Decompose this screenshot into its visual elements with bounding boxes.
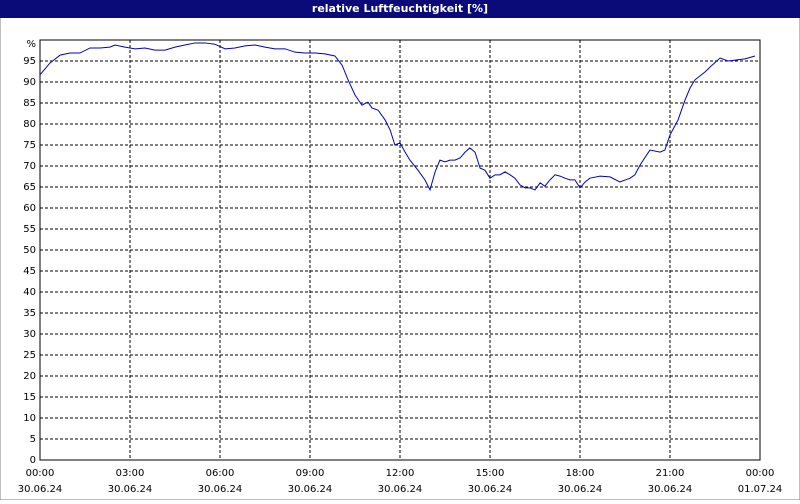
y-tick-label: 95 (23, 56, 36, 67)
plot-frame (39, 39, 761, 461)
y-tick-label: 50 (23, 245, 36, 256)
y-axis-label: % (26, 39, 36, 50)
chart-title: relative Luftfeuchtigkeit [%] (312, 2, 488, 15)
y-tick-label: 20 (23, 371, 36, 382)
x-tick-date: 30.06.24 (648, 484, 693, 495)
y-tick-label: 35 (23, 308, 36, 319)
x-tick-date: 30.06.24 (558, 484, 603, 495)
y-tick-label: 80 (23, 119, 36, 130)
x-tick-date: 01.07.24 (738, 484, 783, 495)
y-tick-label: 85 (23, 98, 36, 109)
x-tick-label: 00:00 (26, 468, 55, 479)
data-line (39, 42, 756, 192)
x-tick-date: 30.06.24 (108, 484, 153, 495)
y-tick-label: 90 (23, 77, 36, 88)
x-tick-label: 03:00 (116, 468, 145, 479)
y-tick-label: 40 (23, 287, 36, 298)
y-tick-label: 5 (30, 434, 36, 445)
x-tick-label: 12:00 (386, 468, 415, 479)
x-tick-date: 30.06.24 (468, 484, 513, 495)
x-tick-label: 21:00 (656, 468, 685, 479)
title-bar (0, 0, 800, 18)
x-tick-label: 09:00 (296, 468, 325, 479)
y-tick-label: 45 (23, 266, 36, 277)
y-tick-label: 60 (23, 203, 36, 214)
x-tick-label: 18:00 (566, 468, 595, 479)
y-tick-label: 70 (23, 161, 36, 172)
x-tick-label: 00:00 (746, 468, 775, 479)
y-tick-label: 65 (23, 182, 36, 193)
y-tick-label: 25 (23, 350, 36, 361)
x-tick-date: 30.06.24 (378, 484, 423, 495)
x-tick-date: 30.06.24 (18, 484, 63, 495)
x-tick-label: 15:00 (476, 468, 505, 479)
y-tick-label: 15 (23, 392, 36, 403)
y-tick-label: 75 (23, 140, 36, 151)
x-tick-date: 30.06.24 (288, 484, 333, 495)
y-tick-label: 0 (30, 455, 36, 466)
y-tick-label: 10 (23, 413, 36, 424)
y-tick-label: 55 (23, 224, 36, 235)
x-tick-label: 06:00 (206, 468, 235, 479)
x-tick-date: 30.06.24 (198, 484, 243, 495)
y-tick-label: 30 (23, 329, 36, 340)
